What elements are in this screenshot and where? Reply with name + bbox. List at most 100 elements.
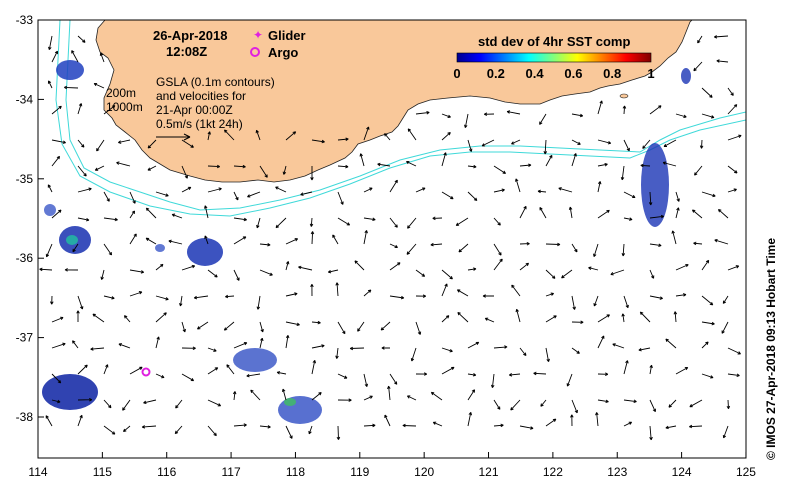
x-tick-label: 117 bbox=[222, 465, 241, 479]
velocity-arrow bbox=[387, 385, 391, 401]
velocity-arrow bbox=[122, 399, 131, 411]
velocity-arrow bbox=[247, 191, 261, 198]
velocity-arrow bbox=[571, 153, 577, 167]
velocity-arrow bbox=[363, 230, 368, 245]
y-tick-label: -38 bbox=[16, 410, 34, 424]
velocity-arrow bbox=[259, 243, 271, 247]
velocity-arrow bbox=[622, 105, 627, 115]
sst-std-dev-patches bbox=[42, 60, 691, 424]
velocity-arrow bbox=[545, 269, 556, 279]
velocity-scale-arrowhead bbox=[183, 133, 191, 141]
velocity-arrow bbox=[464, 113, 469, 128]
velocity-arrow bbox=[145, 207, 157, 219]
velocity-arrow bbox=[545, 292, 555, 297]
x-tick-label: 121 bbox=[479, 465, 499, 479]
velocity-arrow bbox=[571, 113, 584, 118]
velocity-arrow bbox=[193, 295, 209, 300]
velocity-arrow bbox=[649, 243, 662, 248]
velocity-arrow bbox=[332, 234, 339, 245]
velocity-arrow bbox=[71, 50, 79, 63]
velocity-arrow bbox=[51, 50, 58, 63]
sst-patch bbox=[155, 244, 165, 252]
velocity-arrow bbox=[456, 289, 469, 297]
y-tick-label: -35 bbox=[16, 172, 34, 186]
velocity-arrow bbox=[699, 139, 704, 149]
velocity-arrow bbox=[665, 338, 677, 349]
velocity-arrow bbox=[467, 267, 477, 271]
velocity-arrow bbox=[141, 425, 157, 429]
velocity-arrow bbox=[207, 131, 211, 141]
velocity-arrow bbox=[467, 164, 477, 169]
velocity-arrow bbox=[77, 295, 84, 310]
velocity-arrow bbox=[649, 399, 656, 413]
velocity-arrow bbox=[689, 424, 703, 429]
velocity-arrow bbox=[701, 113, 715, 119]
velocity-arrow bbox=[543, 139, 548, 155]
velocity-arrow bbox=[103, 217, 118, 222]
velocity-arrow bbox=[415, 187, 426, 193]
velocity-arrow bbox=[285, 238, 299, 245]
velocity-arrow bbox=[597, 399, 609, 404]
sst-patch bbox=[42, 374, 98, 410]
velocity-arrow bbox=[519, 425, 534, 430]
velocity-arrow bbox=[519, 163, 532, 167]
velocity-arrow bbox=[96, 139, 105, 152]
velocity-arrow bbox=[147, 139, 157, 149]
velocity-arrow bbox=[129, 233, 137, 245]
velocity-arrow bbox=[298, 265, 313, 271]
sst-patch bbox=[278, 396, 322, 424]
velocity-arrow bbox=[129, 269, 145, 274]
velocity-arrow bbox=[441, 269, 453, 280]
velocity-arrow bbox=[225, 294, 235, 299]
velocity-arrow bbox=[233, 269, 240, 281]
velocity-arrow bbox=[493, 399, 501, 410]
colorbar-ticks: 0 0.2 0.4 0.6 0.8 1 bbox=[453, 66, 654, 81]
velocity-arrow bbox=[727, 134, 742, 141]
velocity-arrow bbox=[181, 186, 192, 193]
velocity-arrow bbox=[467, 373, 477, 377]
velocity-arrow bbox=[490, 373, 495, 388]
velocity-arrow bbox=[713, 35, 729, 39]
velocity-arrow bbox=[207, 269, 218, 278]
velocity-arrow bbox=[571, 243, 578, 253]
velocity-arrow bbox=[259, 337, 264, 349]
velocity-arrow bbox=[155, 263, 164, 271]
velocity-arrow bbox=[285, 335, 290, 349]
velocity-arrow bbox=[99, 52, 105, 63]
gsla-text-line-4: 0.5m/s (1kt 24h) bbox=[156, 117, 243, 131]
velocity-arrow bbox=[281, 388, 287, 401]
velocity-arrow bbox=[204, 235, 209, 245]
velocity-arrow bbox=[377, 162, 391, 167]
velocity-arrow bbox=[285, 425, 293, 439]
velocity-arrow bbox=[92, 313, 105, 323]
velocity-arrow bbox=[597, 139, 612, 145]
velocity-arrow bbox=[668, 399, 677, 408]
velocity-arrow bbox=[51, 399, 61, 404]
velocity-arrow bbox=[620, 165, 625, 181]
velocity-arrow bbox=[51, 373, 62, 384]
velocity-arrow bbox=[233, 191, 239, 201]
velocity-arrow bbox=[415, 269, 426, 277]
velocity-arrow bbox=[432, 421, 443, 427]
velocity-arrow bbox=[701, 191, 716, 198]
velocity-arrow bbox=[566, 373, 573, 387]
velocity-arrow bbox=[94, 165, 105, 171]
velocity-arrow bbox=[623, 217, 633, 221]
velocity-arrow bbox=[493, 243, 502, 256]
velocity-arrow bbox=[506, 110, 521, 115]
velocity-arrow bbox=[597, 314, 610, 323]
argo-float-marker bbox=[141, 367, 151, 377]
velocity-arrow bbox=[571, 399, 578, 414]
velocity-arrow bbox=[168, 239, 183, 245]
velocity-arrow bbox=[415, 372, 428, 376]
velocity-arrow bbox=[116, 161, 131, 167]
velocity-arrow bbox=[337, 321, 346, 335]
velocity-arrow bbox=[701, 87, 713, 98]
velocity-arrow bbox=[155, 191, 169, 197]
velocity-arrow bbox=[363, 187, 373, 193]
velocity-arrow bbox=[693, 61, 703, 72]
velocity-arrow bbox=[103, 243, 113, 256]
velocity-arrow bbox=[649, 295, 663, 300]
x-tick-label: 116 bbox=[157, 465, 176, 479]
velocity-arrow bbox=[179, 295, 183, 307]
